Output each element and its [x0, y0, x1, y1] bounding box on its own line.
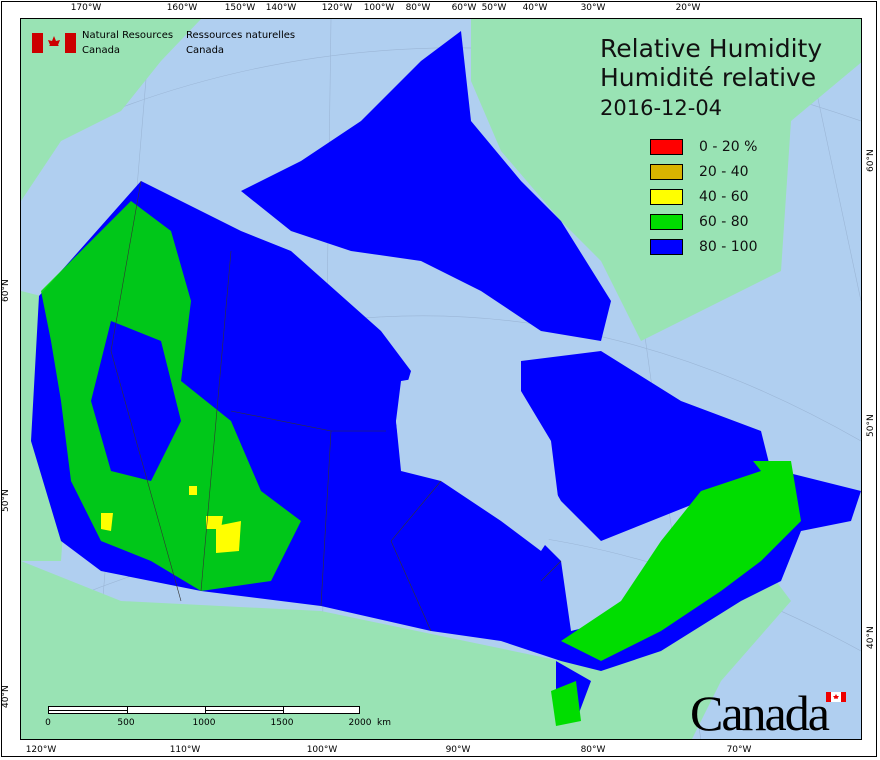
lon-tick-top: 60°W — [451, 3, 477, 13]
canada-land — [31, 31, 861, 726]
lon-tick-top: 30°W — [580, 3, 606, 13]
org-fr-line1: Ressources naturelles — [186, 30, 296, 41]
legend-item: 20 - 40 — [650, 159, 758, 184]
lon-tick-top: 120°W — [321, 3, 353, 13]
lon-tick-top: 20°W — [675, 3, 701, 13]
legend-swatch — [650, 188, 683, 205]
lat-tick-right: 40°N — [866, 626, 876, 649]
lon-tick-top: 160°W — [166, 3, 198, 13]
scale-divider — [127, 707, 128, 713]
legend-item: 60 - 80 — [650, 209, 758, 234]
lon-tick-bottom: 110°W — [169, 745, 201, 755]
lon-tick-top: 80°W — [405, 3, 431, 13]
legend-item: 0 - 20 % — [650, 134, 758, 159]
lon-tick-bottom: 80°W — [580, 745, 606, 755]
org-name-en: Natural Resources Canada — [82, 28, 173, 58]
legend-label: 20 - 40 — [699, 163, 749, 180]
map-frame[interactable] — [20, 18, 862, 740]
map-date: 2016-12-04 — [600, 96, 723, 120]
legend-label: 40 - 60 — [699, 188, 749, 205]
scale-divider — [283, 707, 284, 713]
scale-segment — [205, 707, 283, 711]
lon-tick-top: 150°W — [224, 3, 256, 13]
legend-label: 80 - 100 — [699, 238, 758, 255]
map-title: Relative Humidity Humidité relative — [600, 34, 822, 92]
scale-label: 0 — [45, 718, 51, 728]
scale-label: 1000 — [192, 718, 216, 728]
lon-tick-top: 40°W — [522, 3, 548, 13]
lon-tick-bottom: 70°W — [726, 745, 752, 755]
org-name-fr: Ressources naturelles Canada — [186, 28, 295, 58]
borders — [110, 180, 562, 632]
legend-label: 60 - 80 — [699, 213, 749, 230]
lon-tick-bottom: 120°W — [25, 745, 57, 755]
lon-tick-bottom: 100°W — [306, 745, 338, 755]
lat-tick-right: 50°N — [866, 414, 876, 437]
org-en-line2: Canada — [82, 45, 121, 56]
lat-tick-left: 40°N — [1, 685, 11, 708]
scale-bar — [48, 706, 360, 714]
title-en: Relative Humidity — [600, 34, 823, 63]
legend-label: 0 - 20 % — [699, 138, 758, 155]
lat-tick-right: 60°N — [866, 149, 876, 172]
canada-wordmark: Canada — [690, 685, 830, 741]
org-en-line1: Natural Resources — [82, 30, 174, 41]
legend-item: 80 - 100 — [650, 234, 758, 259]
scale-label: 2000 — [348, 718, 372, 728]
lon-tick-top: 100°W — [363, 3, 395, 13]
org-fr-line2: Canada — [186, 45, 225, 56]
legend-item: 40 - 60 — [650, 184, 758, 209]
scale-unit: km — [377, 718, 391, 728]
lon-tick-top: 50°W — [481, 3, 507, 13]
legend: 0 - 20 % 20 - 40 40 - 60 60 - 80 80 - 10… — [650, 134, 758, 259]
lon-tick-bottom: 90°W — [445, 745, 471, 755]
legend-swatch — [650, 138, 683, 155]
lon-tick-top: 170°W — [70, 3, 102, 13]
legend-swatch — [650, 163, 683, 180]
humidity-map — [21, 19, 861, 739]
scale-label: 1500 — [270, 718, 294, 728]
lat-tick-left: 50°N — [1, 489, 11, 512]
scale-label: 500 — [117, 718, 135, 728]
title-fr: Humidité relative — [600, 63, 817, 92]
legend-swatch — [650, 213, 683, 230]
wordmark-flag-icon — [826, 692, 846, 702]
legend-swatch — [650, 238, 683, 255]
lat-tick-left: 60°N — [1, 279, 11, 302]
scale-segment — [49, 707, 127, 711]
canada-flag-icon — [32, 33, 76, 53]
lon-tick-top: 140°W — [265, 3, 297, 13]
